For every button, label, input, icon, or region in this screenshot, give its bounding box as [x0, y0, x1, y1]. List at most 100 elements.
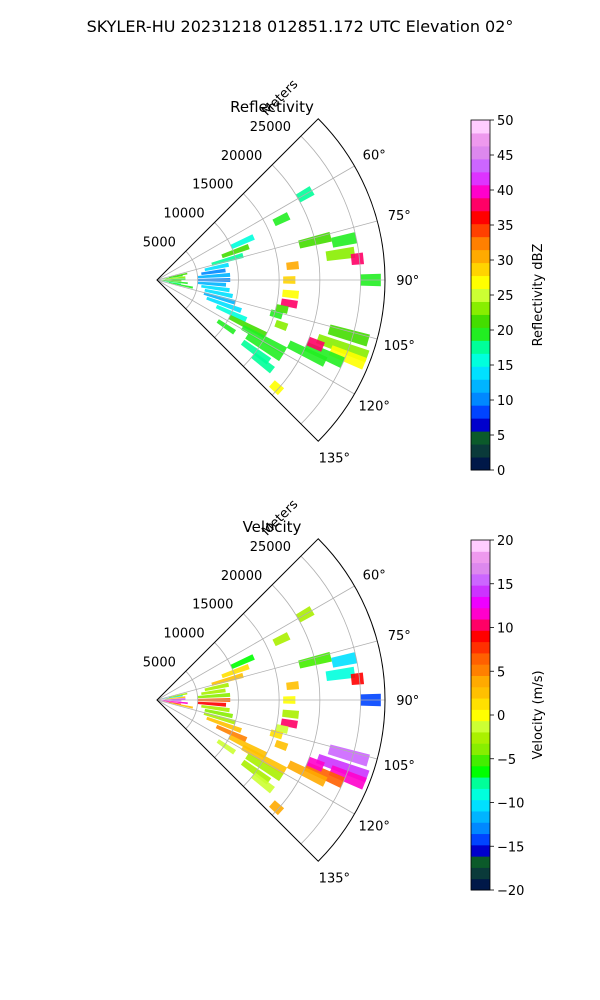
azimuth-tick-label: 90° — [396, 274, 419, 289]
colorbar-swatch — [471, 765, 490, 778]
data-cell — [331, 652, 358, 668]
colorbar-tick-label: 35 — [497, 219, 514, 234]
colorbar-swatch — [471, 379, 490, 393]
data-cell — [216, 319, 237, 335]
data-cell — [272, 632, 291, 647]
azimuth-tick-label: 105° — [384, 339, 415, 354]
data-cell — [350, 252, 365, 266]
data-cell — [211, 672, 244, 686]
velocity-panel: Velocity 500010000150002000025000Meters6… — [143, 497, 420, 886]
colorbar-swatch — [471, 743, 490, 756]
colorbar-swatch — [471, 301, 490, 315]
data-cell — [204, 708, 234, 719]
data-cell — [168, 272, 188, 278]
colorbar-swatch — [471, 799, 490, 812]
reflectivity-panel: Reflectivity 500010000150002000025000Met… — [143, 77, 420, 466]
data-cell — [251, 772, 275, 794]
range-tick-label: 15000 — [192, 178, 233, 193]
colorbar-tick-label: 10 — [497, 394, 514, 409]
colorbar-swatch — [471, 353, 490, 367]
colorbar-swatch — [471, 262, 490, 277]
azimuth-spoke — [156, 640, 378, 701]
colorbar-swatch — [471, 223, 490, 238]
range-tick-label: 20000 — [221, 569, 262, 584]
colorbar-tick-label: 45 — [497, 149, 514, 164]
data-cell — [286, 760, 328, 787]
colorbar-tick-label: 40 — [497, 184, 514, 199]
colorbar-tick-label: −15 — [497, 840, 524, 855]
colorbar-swatch — [471, 340, 490, 354]
colorbar-tick-label: 5 — [497, 429, 505, 444]
data-cell — [269, 309, 284, 320]
data-cell — [161, 698, 186, 700]
range-tick-label: 20000 — [221, 149, 262, 164]
colorbar-label: Velocity (m/s) — [531, 670, 546, 759]
colorbar-swatch — [471, 327, 490, 341]
colorbar-tick-label: −20 — [497, 884, 524, 899]
azimuth-tick-label: 105° — [384, 759, 415, 774]
colorbar-swatch — [471, 596, 490, 609]
colorbar-swatch — [471, 810, 490, 823]
colorbar-tick-label: 10 — [497, 622, 514, 637]
azimuth-spoke — [156, 699, 378, 760]
colorbar-swatch — [471, 418, 490, 432]
azimuth-spoke — [156, 585, 355, 701]
colorbar-swatch — [471, 652, 490, 665]
panel-title: Reflectivity — [230, 98, 314, 116]
colorbar-swatch — [471, 641, 490, 654]
colorbar-swatch — [471, 184, 490, 199]
data-cell — [197, 281, 227, 287]
azimuth-tick-label: 135° — [319, 871, 350, 886]
colorbar-swatch — [471, 720, 490, 733]
data-cell — [325, 666, 356, 681]
data-cell — [161, 700, 188, 705]
data-cell — [221, 664, 250, 679]
colorbar-swatch — [471, 288, 490, 302]
data-cell — [327, 324, 370, 347]
azimuth-tick-label: 90° — [396, 694, 419, 709]
colorbar-swatch — [471, 607, 490, 620]
data-cell — [201, 704, 230, 713]
colorbar-tick-label: −10 — [497, 797, 524, 812]
colorbar-label: Reflectivity dBZ — [531, 244, 546, 347]
colorbar-swatch — [471, 856, 490, 868]
data-cell — [201, 284, 230, 293]
data-cell — [230, 234, 255, 249]
colorbar-swatch — [471, 788, 490, 801]
colorbar-swatch — [471, 171, 490, 186]
data-cell — [245, 333, 284, 362]
colorbar-swatch — [471, 630, 490, 643]
data-cell — [269, 800, 285, 816]
colorbar-tick-label: 20 — [497, 324, 514, 339]
azimuth-spoke — [156, 699, 355, 815]
sector-outline — [156, 538, 386, 862]
data-cell — [274, 319, 289, 331]
colorbar-tick-label: 30 — [497, 254, 514, 269]
data-cell — [201, 688, 226, 696]
data-cell — [306, 336, 325, 352]
colorbar-tick-label: 50 — [497, 114, 514, 129]
colorbar-swatch — [471, 833, 490, 846]
data-cell — [203, 712, 236, 725]
data-cell — [245, 753, 284, 782]
data-cell — [306, 756, 325, 772]
colorbar-swatch — [471, 698, 490, 710]
data-cell — [269, 729, 284, 740]
data-cell — [161, 280, 188, 285]
colorbar-swatch — [471, 867, 490, 880]
data-cell — [197, 701, 227, 707]
data-cell — [165, 696, 186, 700]
colorbar-swatch — [471, 540, 490, 552]
colorbar-swatch — [471, 731, 490, 744]
range-tick-label: 15000 — [192, 598, 233, 613]
data-cell — [204, 262, 230, 272]
data-cell — [286, 261, 300, 271]
data-cell — [269, 380, 285, 396]
colorbar-swatch — [471, 197, 490, 212]
azimuth-spoke — [156, 279, 355, 395]
data-cell — [204, 682, 230, 692]
data-cell — [331, 232, 358, 248]
data-cell — [230, 654, 255, 669]
colorbar-tick-label: 15 — [497, 578, 514, 593]
data-cell — [272, 212, 291, 227]
